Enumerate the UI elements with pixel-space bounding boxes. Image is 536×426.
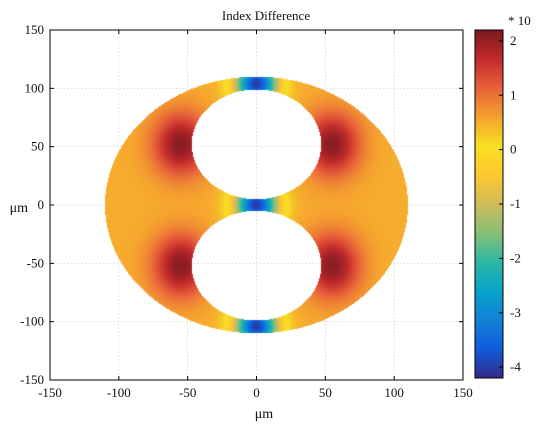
colorbar-scale-label: * 10 bbox=[508, 13, 531, 28]
chart-title: Index Difference bbox=[222, 8, 310, 23]
colorbar-tick-label: 1 bbox=[510, 87, 517, 102]
y-tick-label: 150 bbox=[25, 22, 45, 37]
x-axis: -150 -100 -50 0 50 100 150 bbox=[38, 30, 473, 400]
x-tick-label: -100 bbox=[107, 385, 131, 400]
x-tick-label: -150 bbox=[38, 385, 62, 400]
x-tick-label: 100 bbox=[384, 385, 404, 400]
x-tick-label: 0 bbox=[253, 385, 260, 400]
y-tick-label: 0 bbox=[38, 197, 45, 212]
x-axis-label: μm bbox=[255, 407, 274, 422]
colorbar-tick-label: 2 bbox=[510, 33, 517, 48]
y-tick-label: -150 bbox=[20, 372, 44, 387]
y-tick-label: -50 bbox=[27, 255, 44, 270]
colorbar-tick-label: -3 bbox=[510, 305, 521, 320]
colorbar-ticks: 2 1 0 -1 -2 -3 -4 bbox=[499, 33, 521, 374]
colorbar-tick-label: 0 bbox=[510, 142, 517, 157]
colorbar-gradient bbox=[475, 30, 503, 378]
x-tick-label: 150 bbox=[453, 385, 473, 400]
y-tick-label: 50 bbox=[31, 139, 44, 154]
colorbar-tick-label: -2 bbox=[510, 250, 521, 265]
x-tick-label: 50 bbox=[319, 385, 332, 400]
y-axis: -150 -100 -50 0 50 100 150 bbox=[20, 22, 463, 387]
colorbar-tick-label: -4 bbox=[510, 359, 521, 374]
x-tick-label: -50 bbox=[179, 385, 196, 400]
colorbar-tick-label: -1 bbox=[510, 196, 521, 211]
y-axis-label: μm bbox=[10, 201, 29, 216]
y-tick-label: 100 bbox=[25, 80, 45, 95]
heatmap-image bbox=[50, 30, 463, 380]
colorbar: 2 1 0 -1 -2 -3 -4 * 10 bbox=[474, 13, 531, 379]
y-tick-label: -100 bbox=[20, 314, 44, 329]
